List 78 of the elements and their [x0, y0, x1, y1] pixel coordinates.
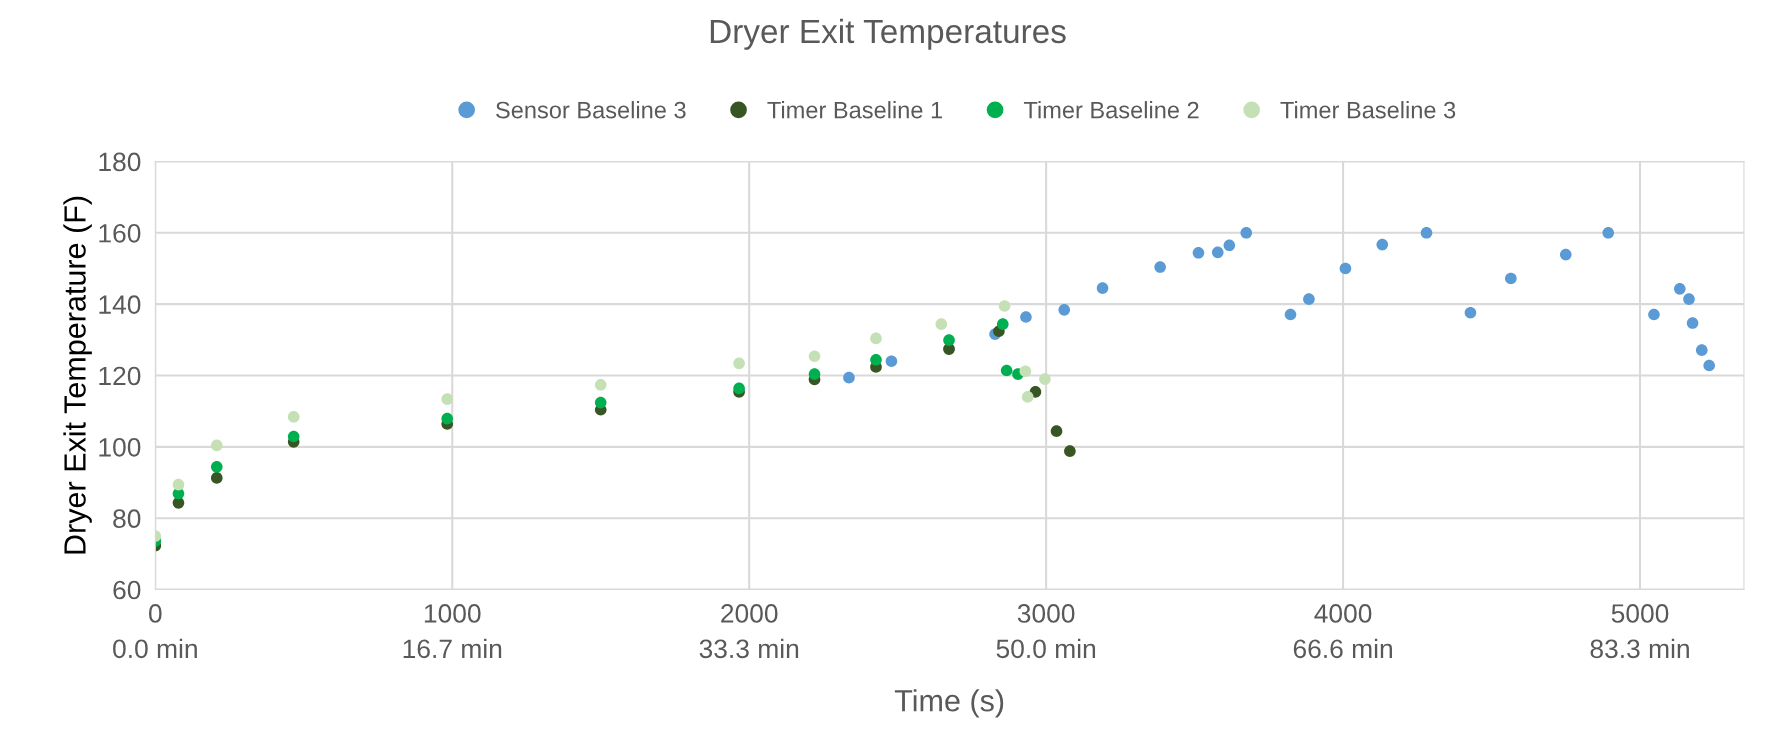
point	[808, 350, 821, 363]
point	[1021, 391, 1034, 403]
point	[843, 371, 855, 384]
point	[1211, 246, 1224, 259]
legend-label: Timer Baseline 1	[767, 101, 942, 119]
point	[1154, 261, 1166, 273]
y-tick-label: 140	[99, 295, 141, 314]
legend-label: Timer Baseline 3	[1280, 101, 1456, 119]
point	[1240, 227, 1253, 239]
point	[1029, 386, 1042, 398]
y-tick-label: 120	[99, 366, 141, 386]
text: 50.0 min	[996, 638, 1096, 659]
x-tick-label: 5000	[1611, 604, 1669, 623]
point	[1695, 344, 1708, 356]
text: 66.6 min	[1293, 638, 1392, 659]
point	[594, 378, 607, 391]
x-tick-label: 3000	[1017, 604, 1075, 623]
point	[210, 461, 223, 473]
point	[943, 334, 955, 346]
point	[1683, 293, 1695, 305]
point	[1464, 306, 1477, 319]
x-tick-label: 0	[149, 604, 162, 623]
point	[287, 411, 300, 423]
text: 16.7 min	[403, 638, 502, 659]
point	[441, 393, 454, 405]
y-tick-label: 80	[113, 509, 141, 529]
point	[210, 439, 223, 452]
point	[1019, 365, 1032, 378]
point	[1648, 308, 1660, 321]
point	[1284, 308, 1297, 321]
point	[1058, 304, 1071, 316]
point	[1686, 317, 1699, 329]
x-tick-label: 4000	[1314, 604, 1372, 623]
point	[1064, 445, 1076, 457]
point	[1505, 272, 1517, 285]
chart-title: Dryer Exit Temperatures	[710, 18, 1066, 50]
point	[1420, 227, 1433, 239]
point	[1376, 238, 1389, 251]
point	[870, 332, 882, 345]
point	[1303, 293, 1315, 305]
legend-label: Timer Baseline 2	[1023, 101, 1199, 119]
point	[594, 396, 607, 409]
point	[172, 478, 185, 491]
point	[935, 318, 948, 330]
point	[996, 318, 1009, 330]
point	[1223, 239, 1236, 252]
x-axis-title: Time (s)	[894, 689, 1004, 718]
point	[1000, 364, 1013, 377]
point	[808, 368, 821, 380]
point	[210, 472, 223, 484]
x-tick-label: 2000	[721, 604, 778, 623]
x-tick-label: 1000	[424, 604, 481, 623]
point	[1050, 425, 1063, 437]
point	[1602, 227, 1615, 239]
point	[287, 430, 300, 443]
point	[1559, 248, 1572, 261]
text: 83.3 min	[1590, 638, 1689, 659]
point	[1703, 359, 1715, 372]
point	[733, 382, 745, 395]
point	[1020, 311, 1032, 323]
point	[870, 353, 882, 366]
y-tick-label: 180	[99, 152, 141, 172]
point	[885, 355, 898, 368]
point	[733, 357, 745, 370]
point	[1096, 282, 1109, 294]
y-tick-label: 160	[99, 223, 141, 243]
point	[1673, 283, 1686, 295]
text: 33.3 min	[699, 638, 799, 659]
point	[1192, 246, 1205, 259]
point	[1339, 262, 1352, 275]
text: 0.0 min	[113, 638, 197, 659]
point	[1039, 373, 1051, 385]
legend-label: Sensor Baseline 3	[496, 101, 686, 119]
y-tick-label: 60	[113, 580, 141, 600]
y-axis-title: Dryer Exit Temperature (F)	[63, 196, 92, 554]
y-tick-label: 100	[99, 437, 141, 457]
point	[441, 412, 454, 425]
point	[998, 300, 1011, 312]
